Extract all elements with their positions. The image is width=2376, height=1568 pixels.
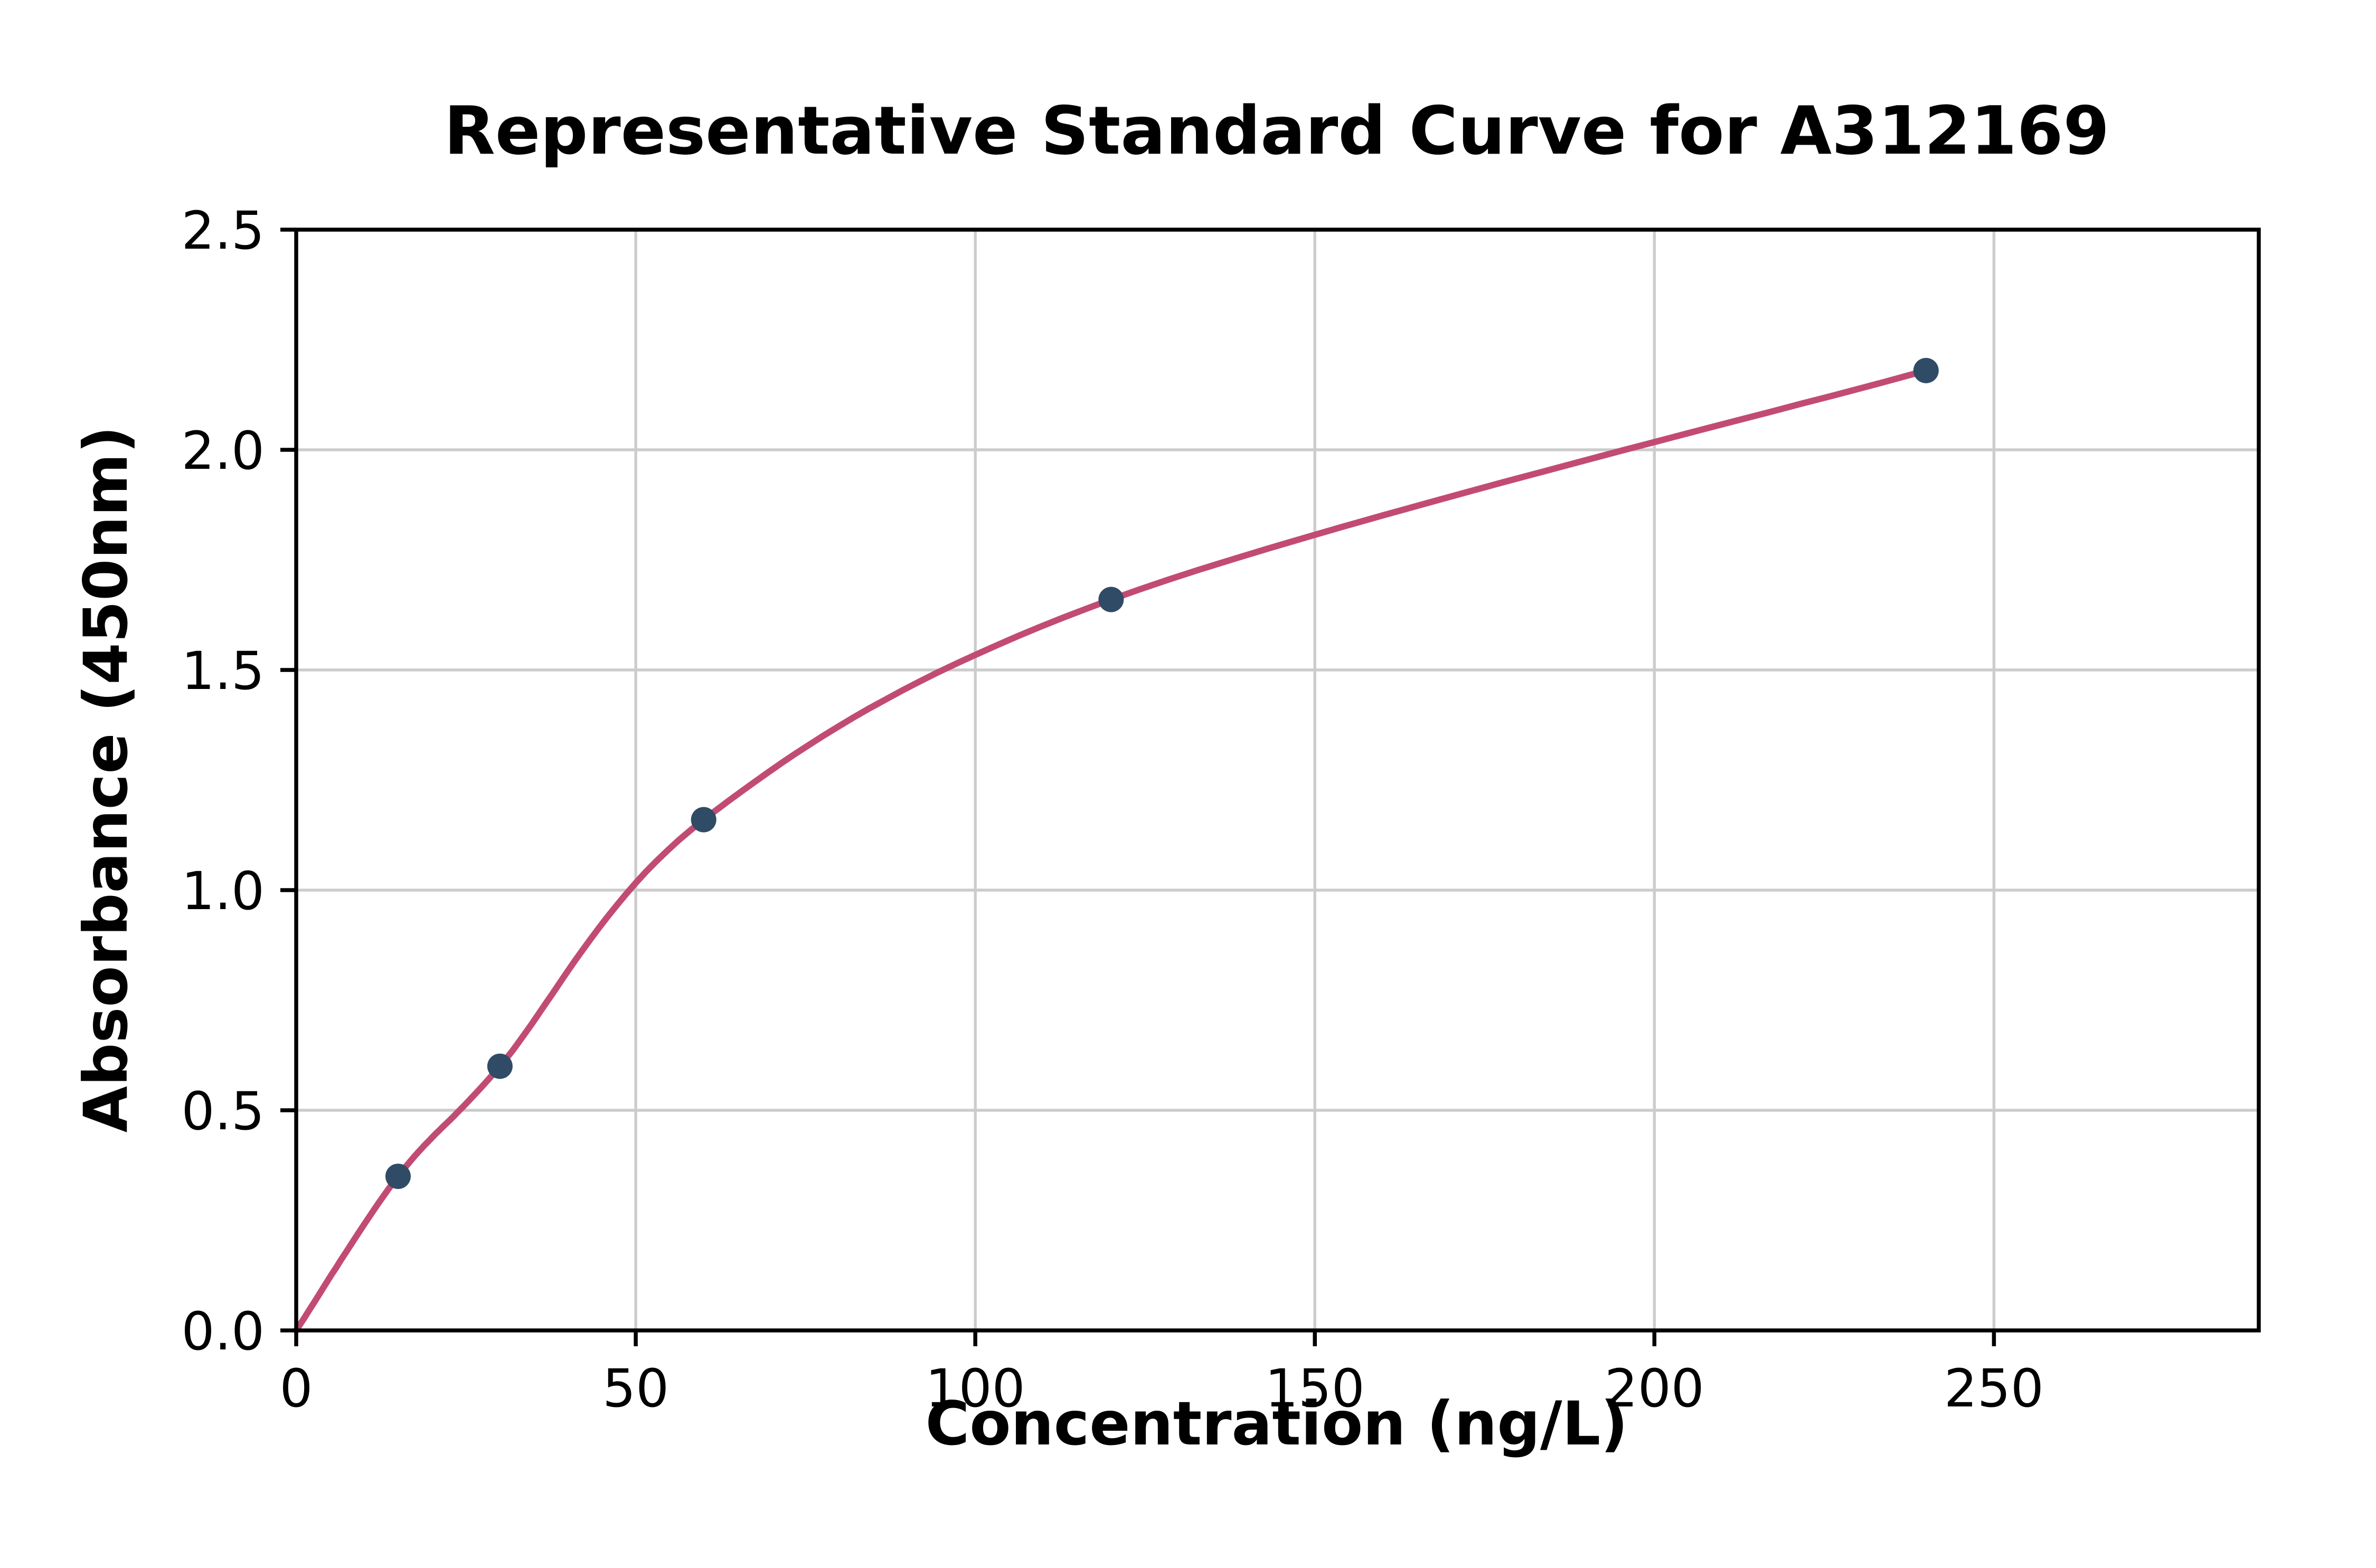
y-tick-label: 0.0	[182, 1301, 265, 1362]
fit-curve	[293, 367, 1929, 1334]
data-point	[1098, 587, 1124, 612]
data-point	[1913, 357, 1939, 383]
y-tick-label: 2.0	[182, 421, 265, 481]
y-tick-label: 1.5	[182, 641, 265, 702]
data-point	[487, 1053, 513, 1079]
x-tick-label: 100	[926, 1358, 1025, 1419]
chart-title: Representative Standard Curve for A31216…	[444, 92, 2109, 169]
x-tick-label: 150	[1265, 1358, 1365, 1419]
y-tick-label: 1.0	[182, 861, 265, 922]
x-tick-label: 50	[602, 1358, 669, 1419]
x-axis-label: Concentration (ng/L)	[926, 1388, 1628, 1459]
x-tick-label: 0	[280, 1358, 313, 1419]
x-tick-label: 200	[1605, 1358, 1704, 1419]
plot-area: 0 50 100 150 200 250 0.0 0.5 1.0 1.5 2.0 2.5	[182, 201, 2261, 1419]
x-tick-label: 250	[1944, 1358, 2044, 1419]
data-point	[691, 807, 716, 833]
y-tick-label: 0.5	[182, 1081, 265, 1142]
data-point	[385, 1164, 411, 1189]
plot-border	[294, 228, 2261, 1333]
y-axis-label: Absorbance (450nm)	[71, 426, 141, 1133]
y-tick-label: 2.5	[182, 201, 265, 261]
